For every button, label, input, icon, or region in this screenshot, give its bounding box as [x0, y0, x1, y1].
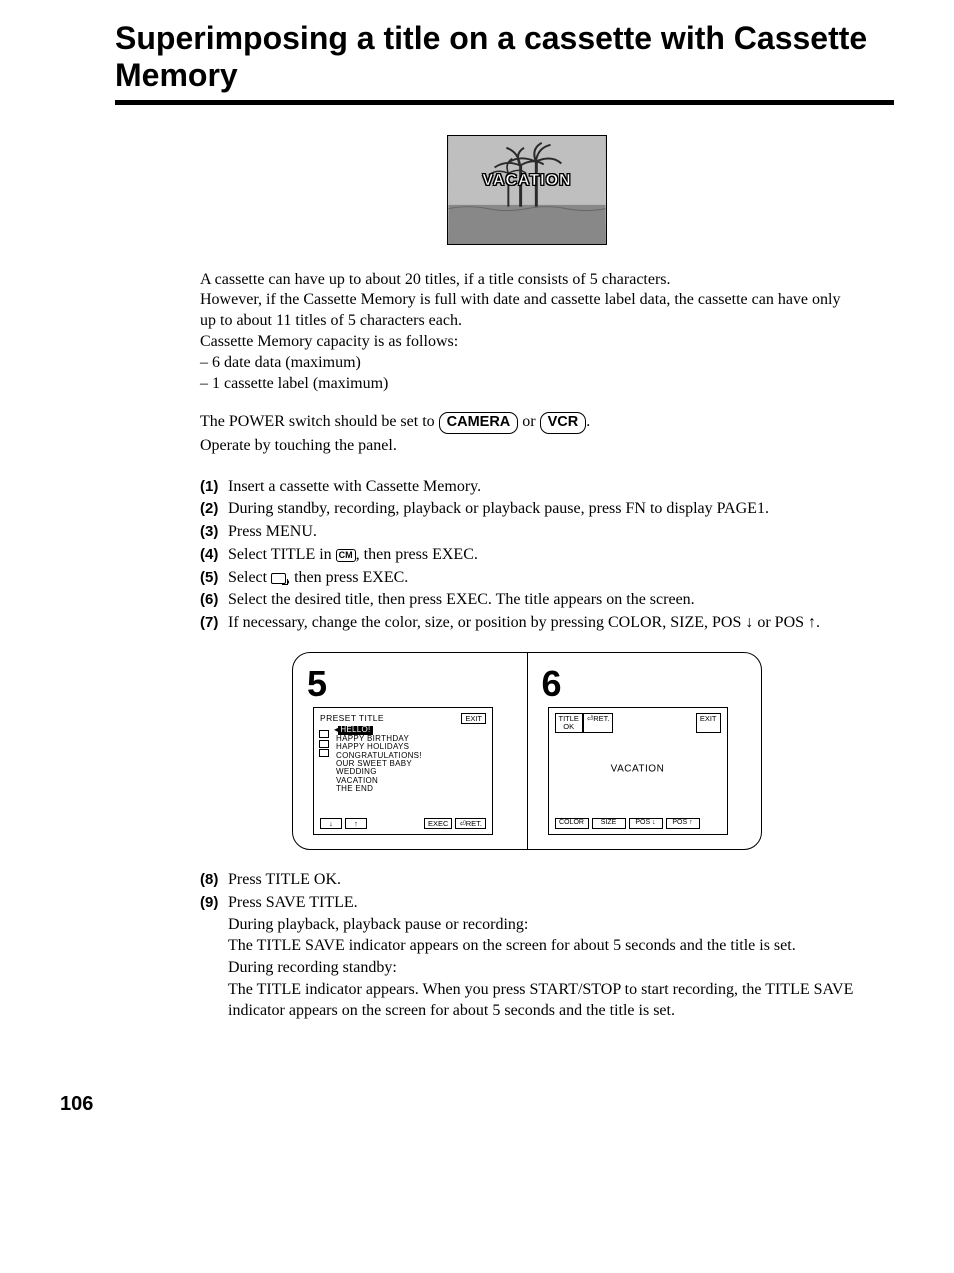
step-fragment: .: [816, 614, 820, 631]
intro-line: Cassette Memory capacity is as follows:: [200, 332, 854, 353]
step-text: Select , then press EXEC.: [228, 568, 854, 589]
size-button: SIZE: [592, 818, 626, 829]
intro-line: – 1 cassette label (maximum): [200, 374, 854, 395]
step-number: (2): [200, 499, 228, 520]
step-fragment: , then press EXEC.: [286, 569, 408, 586]
ret-button: ⏎RET.: [583, 713, 614, 733]
step-number: (9): [200, 893, 228, 1023]
step-line: During playback, playback pause or recor…: [228, 915, 854, 936]
exec-button: EXEC: [424, 818, 452, 829]
step-text: During standby, recording, playback or p…: [228, 499, 854, 520]
operate-note: Operate by touching the panel.: [200, 437, 854, 455]
step-line: Press SAVE TITLE.: [228, 893, 854, 914]
step-text: Select the desired title, then press EXE…: [228, 590, 854, 611]
vacation-label: VACATION: [482, 172, 571, 190]
title-ok-button: TITLEOK: [555, 713, 583, 733]
step-fragment: or POS: [753, 614, 808, 631]
step-text: If necessary, change the color, size, or…: [228, 613, 854, 634]
screens-diagram: 5 PRESET TITLE EXIT ◂HELLO! HAPPY BIRTHD…: [292, 652, 762, 850]
step-fragment: , then press EXEC.: [356, 546, 478, 563]
title-rect-icon: [271, 573, 286, 584]
color-button: COLOR: [555, 818, 589, 829]
menu-icon: [319, 730, 329, 738]
pos-up-button: POS ↑: [666, 818, 700, 829]
ret-button: ⏎RET.: [455, 818, 486, 829]
power-pre: The POWER switch should be set to: [200, 414, 439, 431]
power-switch-note: The POWER switch should be set to CAMERA…: [200, 412, 854, 433]
step-number: (3): [200, 522, 228, 543]
intro-line: A cassette can have up to about 20 title…: [200, 270, 854, 291]
step-number: (6): [200, 590, 228, 611]
step-fragment: If necessary, change the color, size, or…: [228, 614, 745, 631]
step-text: Press TITLE OK.: [228, 870, 854, 891]
screen-5-cell: 5 PRESET TITLE EXIT ◂HELLO! HAPPY BIRTHD…: [293, 653, 527, 849]
intro-line: However, if the Cassette Memory is full …: [200, 290, 854, 332]
title-list: ◂HELLO! HAPPY BIRTHDAY HAPPY HOLIDAYS CO…: [336, 726, 486, 793]
menu-icon: [319, 749, 329, 757]
cm-icon: CM: [336, 549, 356, 562]
vacation-illustration: VACATION: [447, 135, 607, 245]
step-text: Press SAVE TITLE. During playback, playb…: [228, 893, 854, 1023]
page-title: Superimposing a title on a cassette with…: [115, 20, 894, 94]
page-number: 106: [60, 1093, 894, 1116]
screen-number: 5: [307, 663, 513, 705]
step-line: During recording standby:: [228, 958, 854, 979]
up-arrow-icon: ↑: [808, 614, 816, 631]
vcr-badge: VCR: [540, 412, 587, 433]
step-fragment: Select: [228, 569, 271, 586]
exit-button: EXIT: [461, 713, 486, 724]
step-number: (4): [200, 545, 228, 566]
step-number: (5): [200, 568, 228, 589]
pos-down-button: POS ↓: [629, 818, 663, 829]
steps-list: (1)Insert a cassette with Cassette Memor…: [200, 477, 854, 635]
step-number: (8): [200, 870, 228, 891]
step-line: The TITLE SAVE indicator appears on the …: [228, 936, 854, 957]
screen-number: 6: [542, 663, 748, 705]
up-button: ↑: [345, 818, 367, 829]
step-text: Press MENU.: [228, 522, 854, 543]
step-text: Select TITLE in CM, then press EXEC.: [228, 545, 854, 566]
title-rule: [115, 100, 894, 105]
camera-badge: CAMERA: [439, 412, 519, 433]
vacation-title-preview: VACATION: [549, 763, 727, 774]
lcd-screen-6: TITLEOK ⏎RET. EXIT VACATION COLOR SIZE P…: [548, 707, 728, 835]
step-fragment: Select TITLE in: [228, 546, 336, 563]
exit-button: EXIT: [696, 713, 721, 733]
intro-text: A cassette can have up to about 20 title…: [200, 270, 854, 395]
step-line: The TITLE indicator appears. When you pr…: [228, 980, 854, 1022]
preset-title-label: PRESET TITLE: [320, 713, 384, 724]
power-post: .: [586, 414, 590, 431]
lcd-screen-5: PRESET TITLE EXIT ◂HELLO! HAPPY BIRTHDAY…: [313, 707, 493, 835]
intro-line: – 6 date data (maximum): [200, 353, 854, 374]
post-steps-list: (8)Press TITLE OK. (9) Press SAVE TITLE.…: [200, 870, 854, 1023]
menu-icon: [319, 740, 329, 748]
step-number: (7): [200, 613, 228, 634]
screen-6-cell: 6 TITLEOK ⏎RET. EXIT VACATION COLOR SIZE…: [527, 653, 762, 849]
step-number: (1): [200, 477, 228, 498]
power-mid: or: [518, 414, 539, 431]
down-button: ↓: [320, 818, 342, 829]
step-text: Insert a cassette with Cassette Memory.: [228, 477, 854, 498]
list-item: THE END: [336, 785, 486, 793]
